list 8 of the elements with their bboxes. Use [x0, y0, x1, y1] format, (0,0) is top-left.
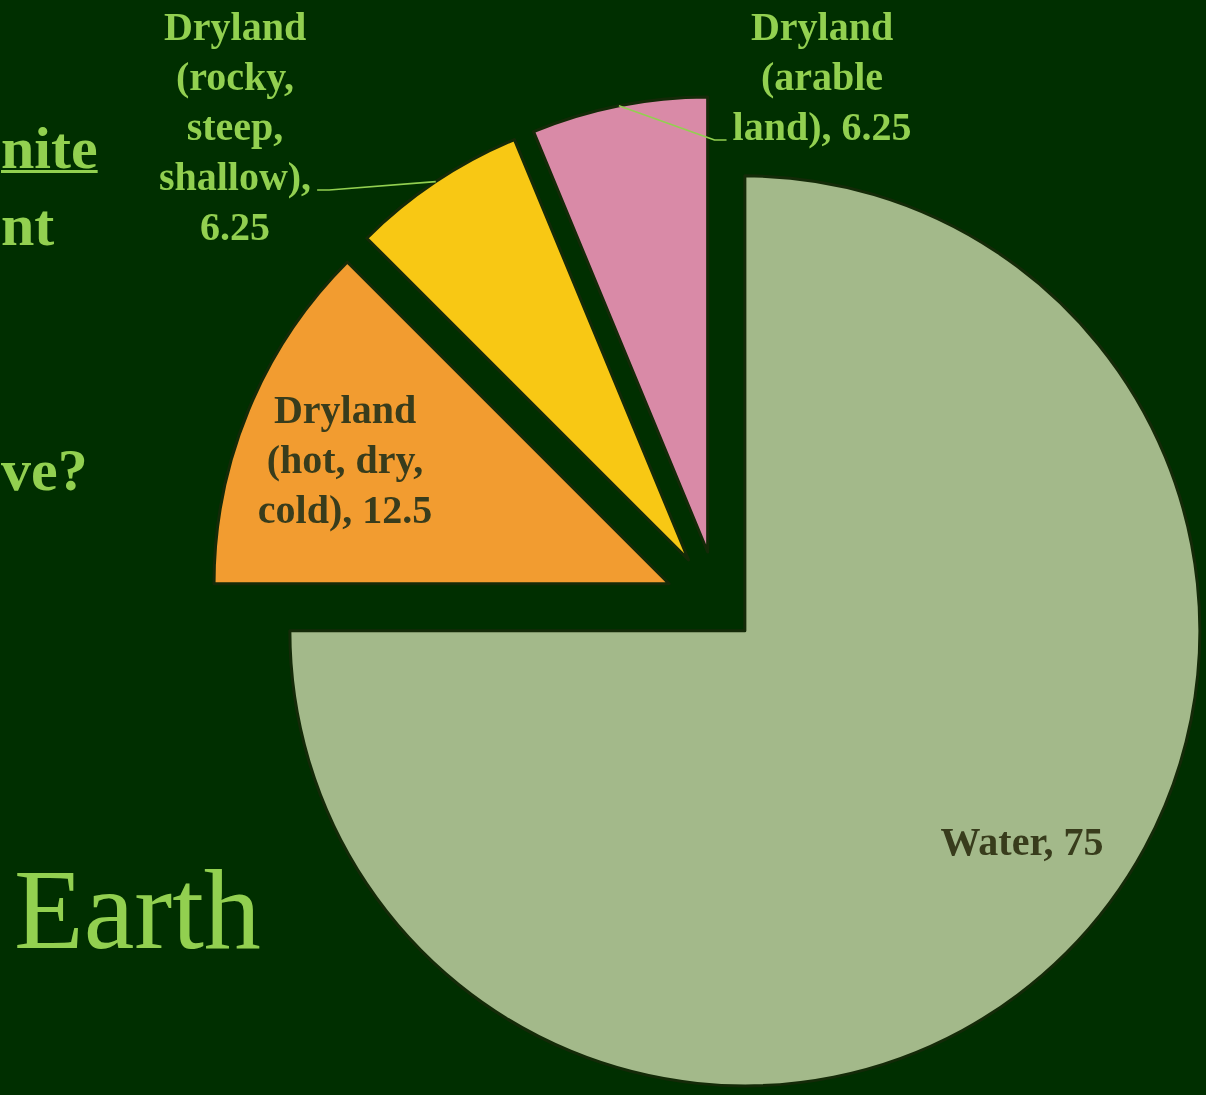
- text: nite: [1, 114, 98, 181]
- text: Earth: [14, 845, 261, 973]
- slice-label: Dryland (rocky, steep, shallow), 6.25: [158, 4, 312, 250]
- text: nt: [1, 191, 55, 258]
- slice-label: Water, 75: [940, 819, 1104, 865]
- text: ve?: [1, 436, 88, 503]
- slice-label: Dryland (arable land), 6.25: [732, 4, 912, 150]
- slice-label: Dryland (hot, dry, cold), 12.5: [257, 387, 433, 533]
